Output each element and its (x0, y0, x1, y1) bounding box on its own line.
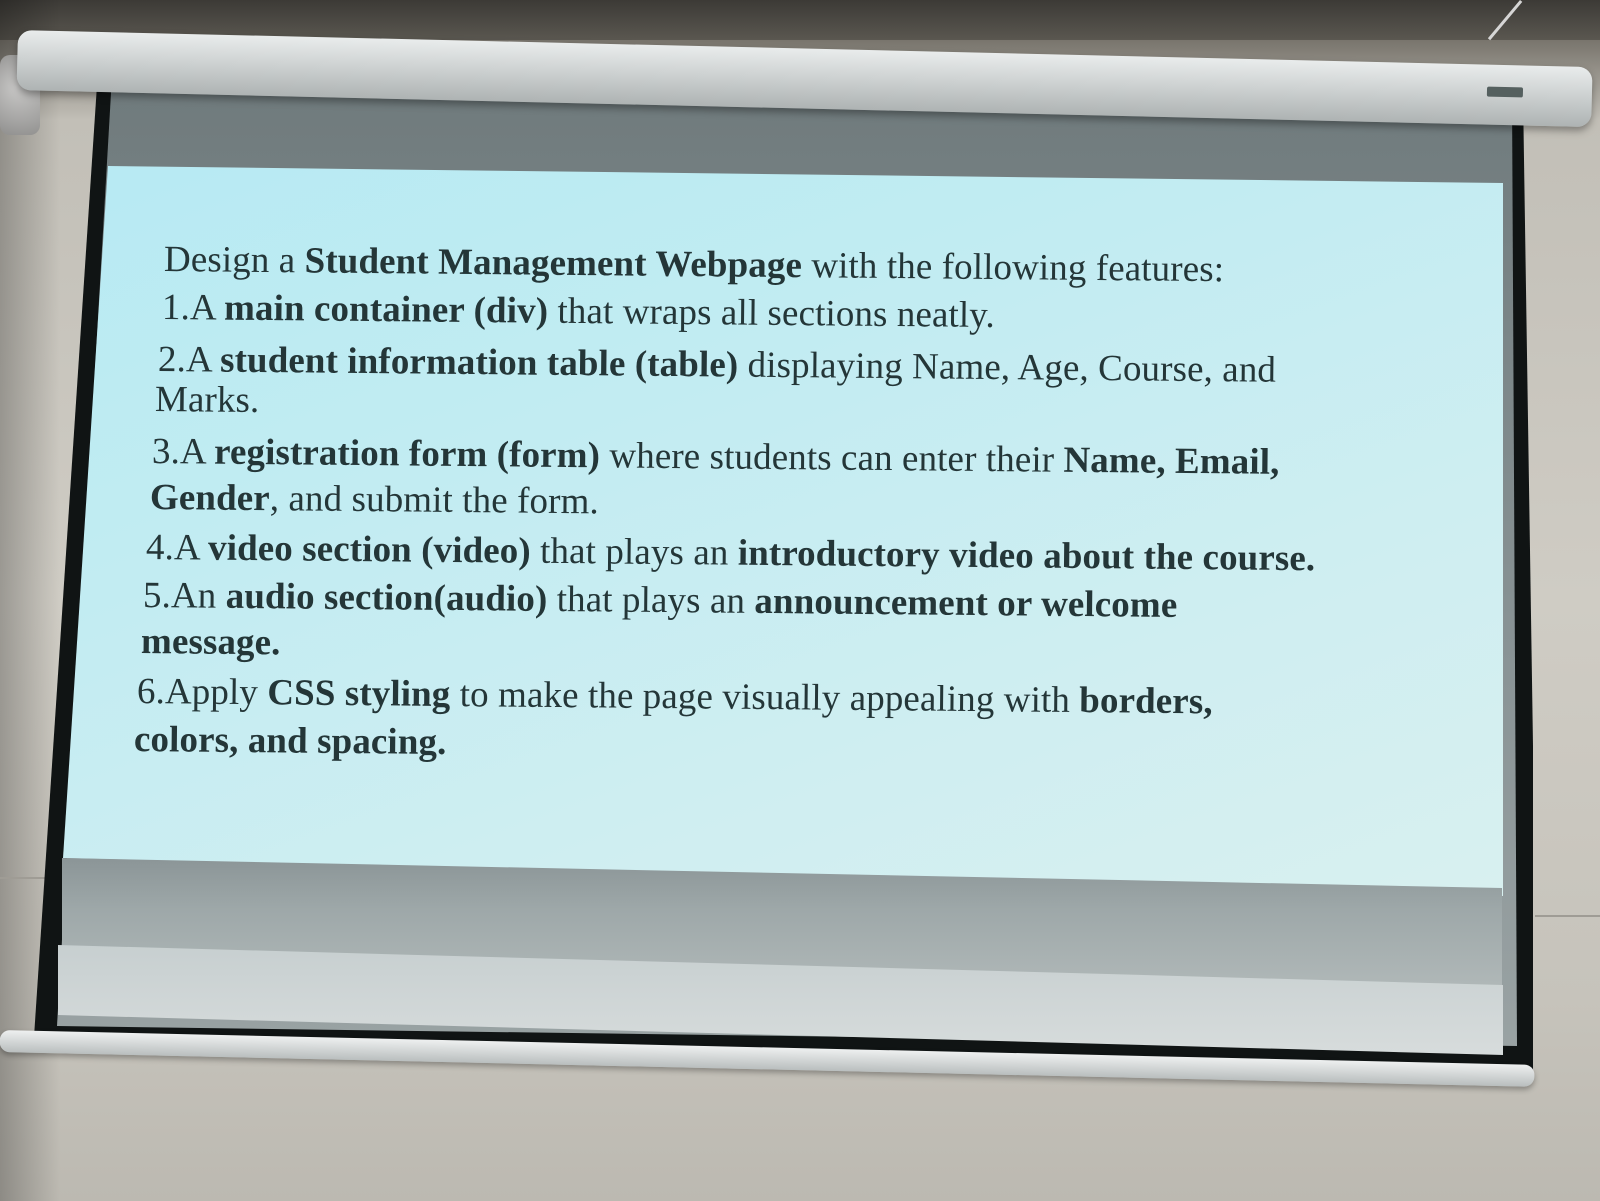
item-3-continuation: Gender, and submit the form. (150, 476, 599, 524)
intro-prefix: Design a (163, 239, 305, 282)
item-6-continuation: colors, and spacing. (134, 718, 447, 765)
item-2-cont: Marks. (154, 379, 260, 422)
item-6-cont-bold: colors, and spacing. (133, 719, 447, 763)
wall-trim-right (1535, 915, 1600, 917)
item-3-line: 3.A registration form (form) where stude… (152, 430, 1280, 485)
item-3-number: 3.A (151, 431, 215, 473)
item-3-bold2: Name, Email, (1063, 439, 1280, 483)
item-5-bold: audio section(audio) (225, 575, 548, 620)
item-3-bold: registration form (form) (213, 431, 601, 477)
item-4-number: 4.A (145, 527, 209, 569)
item-6-bold: CSS styling (267, 672, 451, 716)
projected-slide (63, 166, 1503, 896)
item-6-line: 6.Apply CSS styling to make the page vis… (137, 670, 1213, 724)
item-2-continuation: Marks. (155, 378, 260, 423)
item-3-cont-bold: Gender (149, 477, 271, 520)
item-5-line: 5.An audio section(audio) that plays an … (143, 574, 1178, 628)
item-3-cont-suffix: , and submit the form. (269, 478, 599, 523)
item-4-bold2: introductory video about the course. (737, 532, 1316, 580)
item-5-continuation: message. (141, 620, 281, 665)
intro-line: Design a Student Management Webpage with… (164, 238, 1225, 292)
item-2-number: 2.A (157, 339, 221, 381)
item-2-suffix: displaying Name, Age, Course, and (738, 344, 1277, 391)
item-5-number: 5.An (142, 575, 226, 617)
item-4-mid: that plays an (530, 530, 739, 574)
wall-trim-left (0, 877, 50, 879)
item-6-number: 6.Apply (136, 671, 268, 714)
intro-bold: Student Management Webpage (304, 240, 803, 287)
item-6-mid: to make the page visually appealing with (450, 674, 1080, 722)
item-3-mid: where students can enter their (599, 435, 1064, 481)
ceiling (0, 0, 1600, 40)
item-5-mid: that plays an (547, 578, 755, 622)
item-2-line: 2.A student information table (table) di… (158, 338, 1276, 393)
item-2-bold: student information table (table) (219, 339, 739, 386)
item-4-line: 4.A video section (video) that plays an … (146, 526, 1316, 581)
item-5-cont-bold: message. (140, 621, 281, 664)
item-6-bold2: borders, (1079, 680, 1213, 723)
item-1-line: 1.A main container (div) that wraps all … (162, 286, 995, 338)
item-1-number: 1.A (161, 287, 225, 329)
item-1-bold: main container (div) (223, 287, 549, 332)
item-5-bold2: announcement or welcome (754, 580, 1178, 626)
intro-suffix: with the following features: (801, 245, 1225, 291)
item-4-bold: video section (video) (207, 527, 532, 572)
item-1-suffix: that wraps all sections neatly. (547, 290, 996, 336)
